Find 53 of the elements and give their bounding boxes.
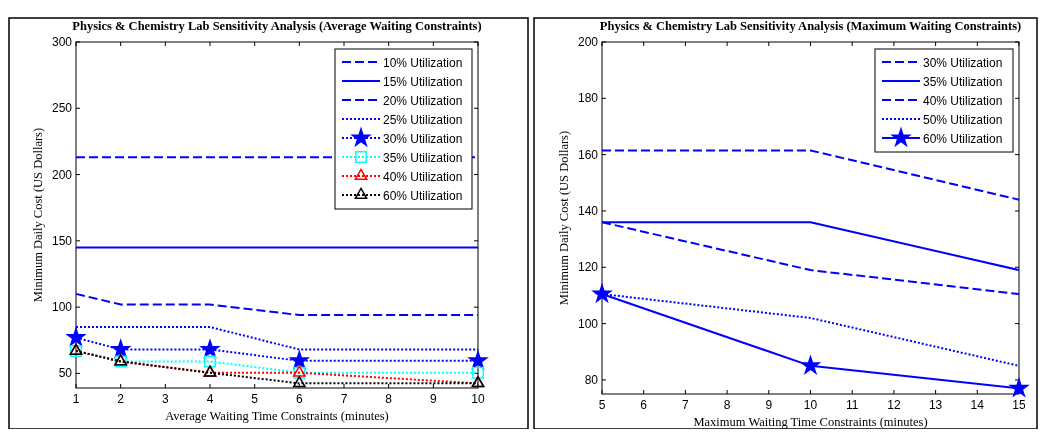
x-tick-label: 10 <box>471 392 485 406</box>
x-axis-title: Average Waiting Time Constraints (minutes) <box>165 409 389 423</box>
y-tick-label: 300 <box>51 35 73 49</box>
x-tick-label: 8 <box>723 398 731 412</box>
y-tick-label: 120 <box>577 260 599 275</box>
x-tick-label: 7 <box>682 398 690 412</box>
y-tick-label: 150 <box>51 233 73 248</box>
legend-label: 60% Utilization <box>383 188 463 203</box>
y-axis-title: Minimum Daily Cost (US Dollars) <box>31 127 45 303</box>
y-tick-label: 80 <box>584 372 599 387</box>
x-tick-label: 5 <box>251 392 259 406</box>
x-tick-label: 9 <box>429 392 437 406</box>
y-tick-label: 250 <box>51 101 73 116</box>
x-tick-label: 9 <box>765 398 773 412</box>
y-tick-label: 100 <box>577 316 599 331</box>
legend-label: 40% Utilization <box>383 169 463 184</box>
x-tick-label: 13 <box>928 398 943 412</box>
x-axis-title: Maximum Waiting Time Constraints (minutes) <box>693 415 928 429</box>
legend-label: 35% Utilization <box>383 150 463 165</box>
x-tick-label: 7 <box>340 392 348 406</box>
x-tick-label: 6 <box>295 392 303 406</box>
x-tick-label: 10 <box>803 398 818 412</box>
y-tick-label: 100 <box>51 300 73 315</box>
y-tick-label: 200 <box>51 167 73 182</box>
x-tick-label: 12 <box>887 398 901 412</box>
x-tick-label: 5 <box>598 398 606 412</box>
legend-label: 30% Utilization <box>383 131 463 146</box>
x-tick-label: 2 <box>117 392 125 406</box>
y-tick-label: 200 <box>577 35 599 49</box>
x-tick-label: 15 <box>1012 398 1026 412</box>
legend-label: 60% Utilization <box>923 131 1003 146</box>
x-tick-label: 8 <box>385 392 393 406</box>
y-tick-label: 50 <box>58 366 73 381</box>
legend-label: 25% Utilization <box>383 112 463 127</box>
x-tick-label: 4 <box>206 392 214 406</box>
y-tick-label: 160 <box>577 147 599 162</box>
legend-label: 50% Utilization <box>923 112 1003 127</box>
y-axis-title: Minimum Daily Cost (US Dollars) <box>557 130 571 306</box>
legend-label: 10% Utilization <box>383 55 463 70</box>
chart-title: Physics & Chemistry Lab Sensitivity Analysis (Maximum Waiting Constraints) <box>599 19 1022 33</box>
x-tick-label: 1 <box>72 392 80 406</box>
chart-title: Physics & Chemistry Lab Sensitivity Analysis (Average Waiting Constraints) <box>72 19 482 33</box>
x-tick-label: 3 <box>161 392 169 406</box>
legend-label: 35% Utilization <box>923 74 1003 89</box>
legend-label: 40% Utilization <box>923 93 1003 108</box>
legend-label: 15% Utilization <box>383 74 463 89</box>
x-tick-label: 11 <box>845 398 859 412</box>
x-tick-label: 14 <box>970 398 985 412</box>
legend-label: 30% Utilization <box>923 55 1003 70</box>
y-tick-label: 140 <box>577 203 599 218</box>
y-tick-label: 180 <box>577 91 599 106</box>
x-tick-label: 6 <box>640 398 648 412</box>
legend-label: 20% Utilization <box>383 93 463 108</box>
